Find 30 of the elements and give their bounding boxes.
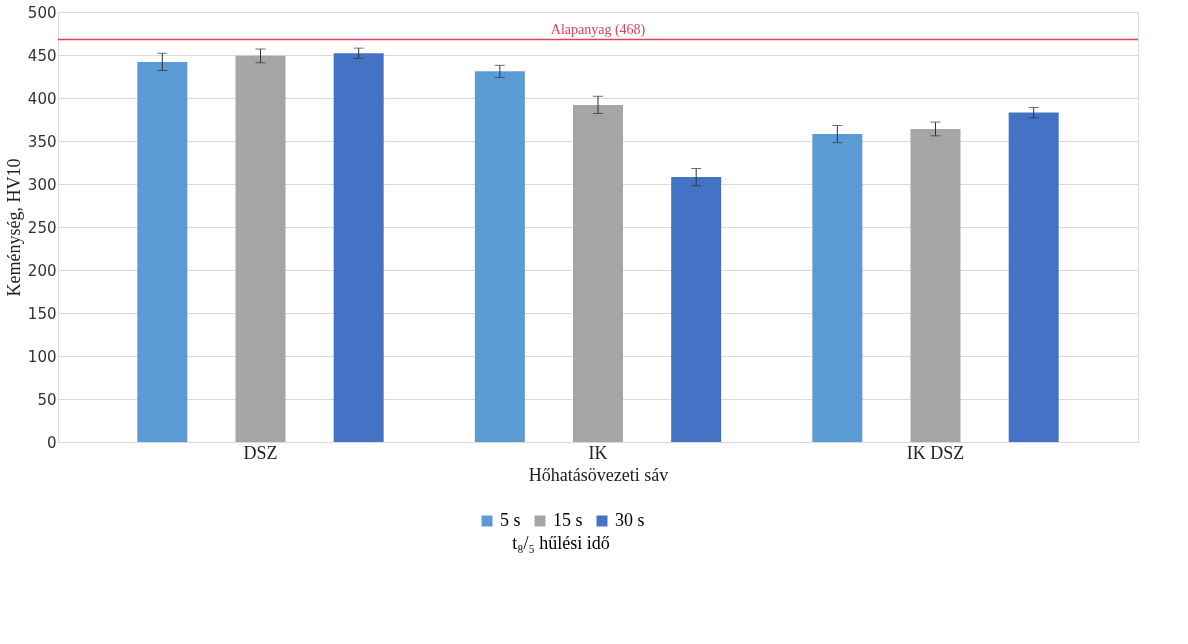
bar (474, 71, 525, 442)
x-axis-title: Hőhatásövezeti sáv (528, 464, 669, 485)
y-tick-label: 450 (27, 46, 57, 65)
x-tick-label: IK DSZ (906, 442, 965, 463)
y-axis-title: Keménység, HV10 (3, 158, 24, 297)
y-tick-label: 150 (27, 304, 57, 323)
x-tick-label: DSZ (243, 442, 278, 463)
y-tick-label: 350 (27, 132, 57, 151)
bar (235, 55, 286, 442)
legend-label: 30 s (615, 510, 645, 530)
y-tick-label: 500 (27, 3, 57, 22)
x-tick-label: IK (588, 442, 608, 463)
y-tick-label: 250 (27, 218, 57, 237)
ref-line-label: Alapanyag (468) (550, 21, 646, 38)
bar (1008, 112, 1059, 442)
bar (671, 177, 722, 442)
y-tick-label: 50 (37, 390, 57, 409)
y-tick-label: 100 (27, 347, 57, 366)
y-tick-label: 0 (46, 433, 57, 452)
bar (333, 53, 384, 442)
legend-label: 5 s (500, 510, 521, 530)
y-tick-label: 400 (27, 89, 57, 108)
bar (812, 134, 863, 442)
bar (137, 61, 188, 442)
y-tick-label: 200 (27, 261, 57, 280)
y-tick-label: 300 (27, 175, 57, 194)
legend-title: t₈/₅ hűlési idő (512, 533, 610, 553)
legend-label: 15 s (553, 510, 583, 530)
bar (573, 104, 623, 442)
bar (910, 128, 961, 442)
